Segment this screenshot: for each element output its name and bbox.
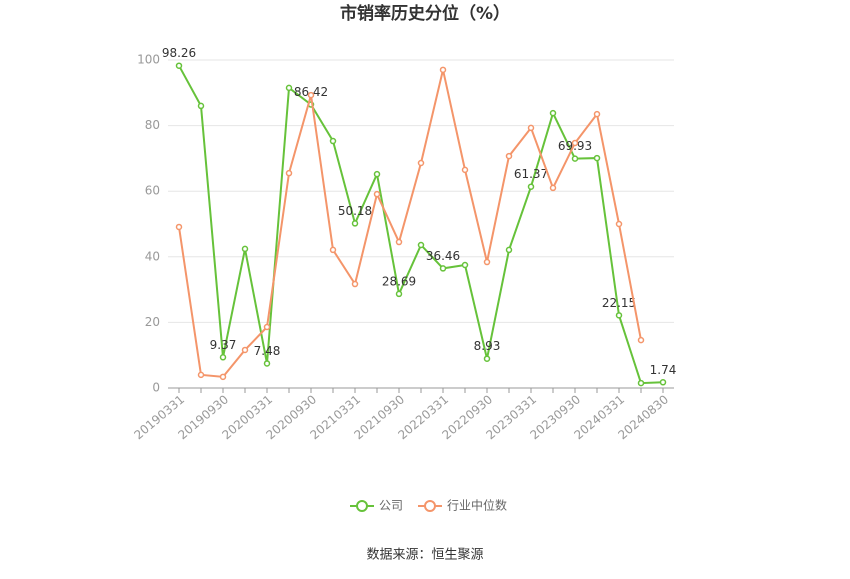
- point: [175, 62, 183, 69]
- y-tick-label: 80: [145, 118, 160, 132]
- y-tick-label: 100: [137, 53, 160, 67]
- point: [593, 110, 601, 118]
- point: [637, 336, 645, 344]
- legend-label[interactable]: 行业中位数: [447, 498, 507, 513]
- chart-title: 市销率历史分位（%）: [340, 3, 510, 24]
- point: [197, 371, 205, 379]
- point: [285, 84, 293, 92]
- data-label: 50.18: [338, 204, 372, 218]
- point: [351, 220, 359, 227]
- point: [329, 137, 337, 145]
- series-line: [178, 69, 642, 378]
- point: [307, 91, 315, 99]
- point: [241, 245, 249, 253]
- point: [505, 152, 513, 160]
- point: [197, 102, 205, 110]
- point: [219, 373, 227, 381]
- data-label: 9.37: [210, 338, 237, 352]
- point: [439, 265, 447, 272]
- point: [549, 184, 557, 192]
- data-label: 98.26: [162, 46, 196, 60]
- legend-swatch[interactable]: [424, 500, 436, 512]
- data-label: 36.46: [426, 249, 460, 263]
- series-line: [178, 65, 664, 385]
- point: [285, 169, 293, 177]
- point: [395, 290, 403, 298]
- data-label: 8.93: [474, 339, 501, 353]
- point: [571, 139, 579, 147]
- point: [461, 166, 469, 174]
- y-tick-label: 40: [145, 249, 160, 263]
- point: [637, 379, 645, 387]
- point: [571, 155, 579, 162]
- y-tick-label: 0: [152, 381, 160, 395]
- y-tick-label: 60: [145, 184, 160, 198]
- point: [505, 246, 513, 254]
- point: [615, 220, 623, 228]
- point: [483, 355, 491, 362]
- point: [659, 379, 667, 386]
- point: [461, 261, 469, 269]
- point: [329, 246, 337, 254]
- data-label: 1.74: [650, 363, 677, 377]
- point: [593, 154, 601, 162]
- point: [263, 360, 271, 367]
- point: [439, 66, 447, 74]
- point: [373, 190, 381, 198]
- point: [615, 312, 623, 319]
- point: [417, 241, 425, 249]
- point: [241, 346, 249, 354]
- legend-swatch[interactable]: [356, 500, 368, 512]
- point: [527, 124, 535, 132]
- point: [527, 183, 535, 190]
- point: [549, 109, 557, 117]
- point: [263, 323, 271, 331]
- legend-label[interactable]: 公司: [379, 499, 403, 513]
- point: [351, 280, 359, 288]
- point: [483, 258, 491, 266]
- source-note: 数据来源：恒生聚源: [366, 548, 483, 563]
- data-label: 28.69: [382, 274, 416, 288]
- data-label: 22.15: [602, 296, 636, 310]
- point: [417, 159, 425, 167]
- point: [175, 223, 183, 231]
- point: [373, 170, 381, 178]
- y-tick-label: 20: [145, 315, 160, 329]
- point: [395, 238, 403, 246]
- data-label: 7.48: [254, 344, 281, 358]
- data-label: 61.37: [514, 167, 548, 181]
- point: [219, 354, 227, 361]
